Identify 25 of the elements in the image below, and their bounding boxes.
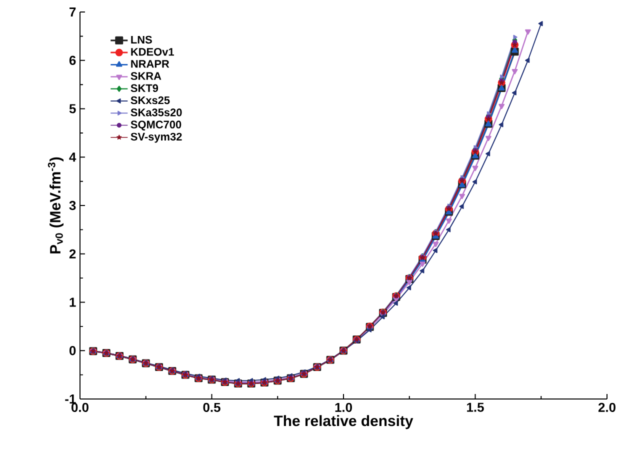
legend-label: SKxs25 bbox=[130, 96, 170, 104]
x-axis-title: The relative density bbox=[274, 415, 414, 430]
legend-label: LNS bbox=[131, 36, 152, 44]
legend-label: NRAPR bbox=[131, 60, 170, 68]
legend-label: SKT9 bbox=[130, 84, 158, 92]
y-tick-label: 3 bbox=[69, 200, 76, 210]
y-tick-label: 1 bbox=[70, 298, 76, 307]
y-tick-label: 5 bbox=[69, 104, 76, 114]
legend-label: KDEOv1 bbox=[131, 48, 174, 56]
legend-label: SV-sym32 bbox=[130, 132, 182, 143]
x-tick-label: 1.5 bbox=[467, 402, 484, 412]
x-tick-label: 0.5 bbox=[203, 402, 220, 412]
x-tick-label: 2.0 bbox=[598, 402, 616, 412]
x-tick-label: 1.0 bbox=[335, 402, 352, 412]
y-tick-label: 2 bbox=[69, 249, 76, 258]
legend-label: SKa35s20 bbox=[130, 108, 182, 116]
y-tick-label: -1 bbox=[65, 394, 76, 404]
x-tick-label: 0.0 bbox=[72, 402, 88, 412]
legend-label: SKRA bbox=[130, 72, 162, 80]
y-tick-label: 7 bbox=[70, 8, 76, 16]
legend-label: SQMC700 bbox=[130, 120, 182, 130]
y-axis-title: P$_{v0}$ (MeV.fm$^{-3}$) bbox=[48, 157, 64, 254]
y-tick-label: 6 bbox=[69, 56, 76, 65]
y-tick-label: 0 bbox=[69, 346, 76, 356]
y-tick-label: 4 bbox=[69, 152, 76, 162]
